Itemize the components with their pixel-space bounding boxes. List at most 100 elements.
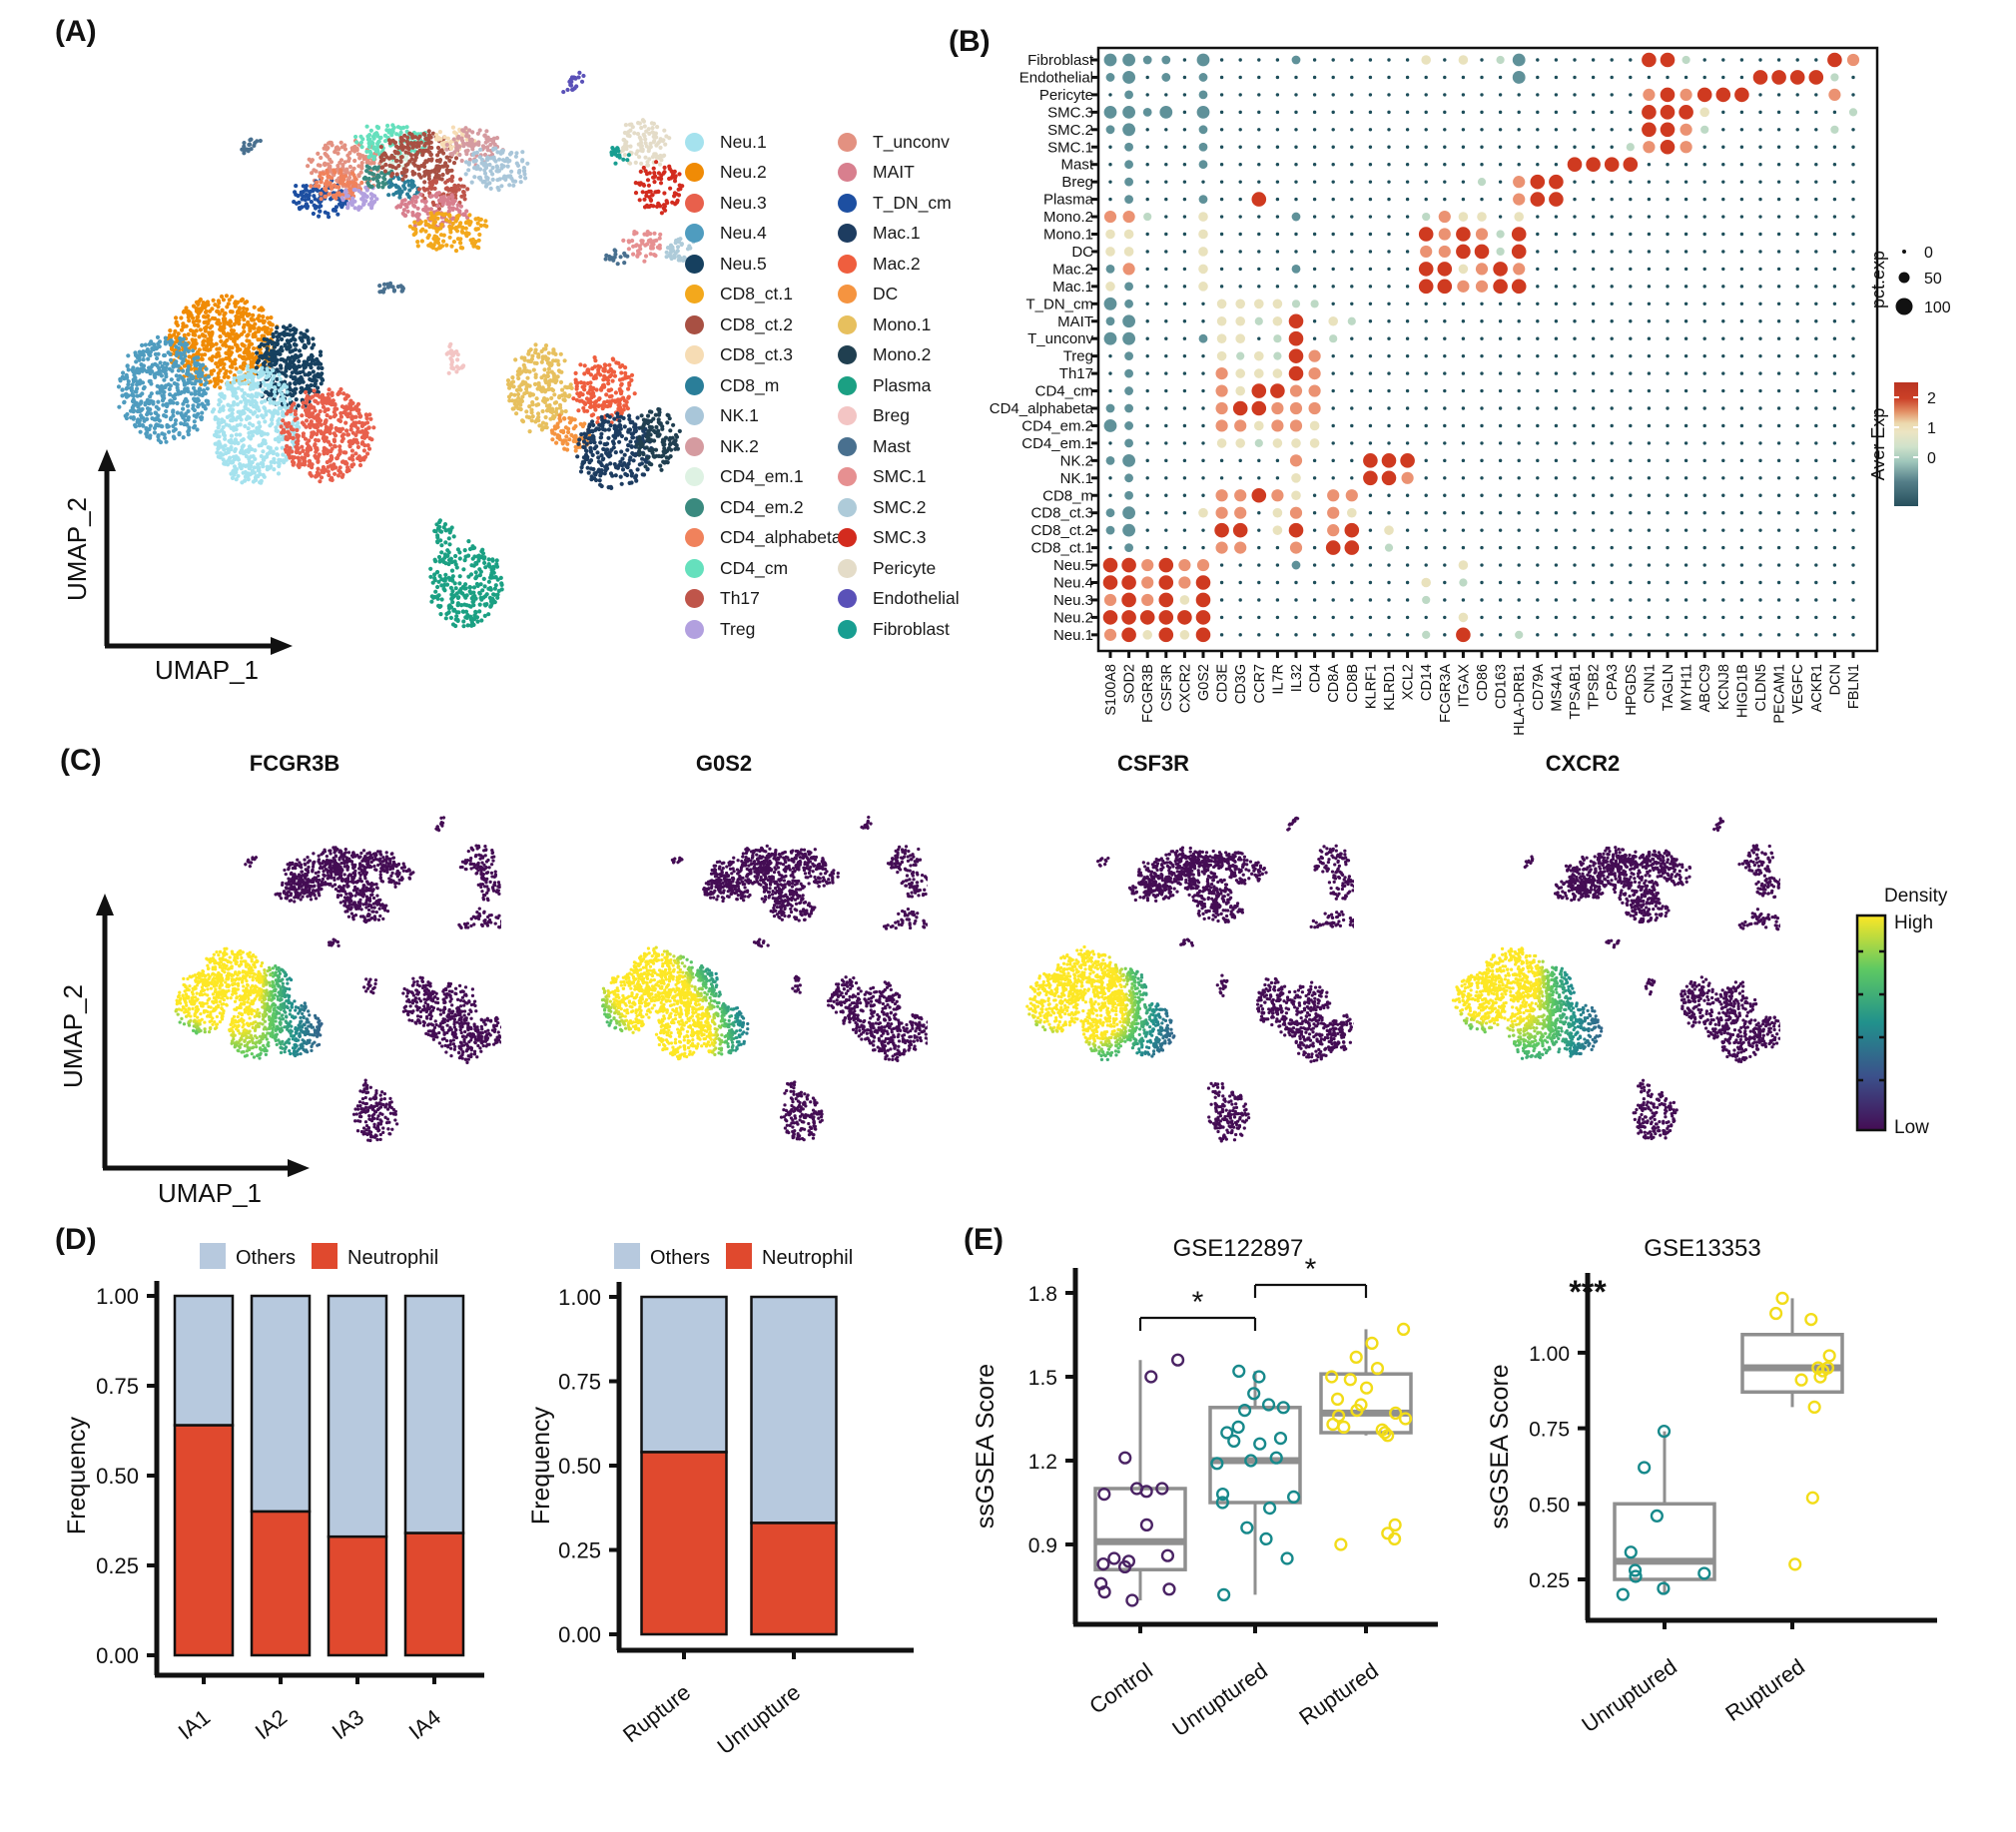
umap-cluster-CD4_alphabeta	[286, 873, 317, 895]
box-group-Ruptured	[1740, 1291, 1844, 1571]
umap-cluster-Breg	[362, 977, 378, 995]
dotplot-gene-label-DCN: DCN	[1827, 664, 1843, 695]
dotplot-gene-label-CLDN5: CLDN5	[1753, 664, 1769, 712]
umap-cluster-Plasma	[428, 539, 504, 629]
y-tick-label: 0.00	[558, 1622, 601, 1647]
umap-scatter-plot: UMAP_1 UMAP_2	[62, 70, 696, 685]
dotplot-row-label-Breg: Breg	[1061, 174, 1093, 191]
umap-cluster-NK.1	[803, 858, 840, 889]
legend-swatch-icon	[838, 467, 857, 487]
density-low-label: Low	[1894, 1117, 1929, 1138]
dotplot-gene-label-HIGD1B: HIGD1B	[1734, 664, 1750, 718]
umap-cluster-NK.1	[1655, 859, 1692, 887]
legend-label: Endothelial	[873, 588, 960, 609]
density-umap-fcgr3b	[174, 816, 501, 1143]
umap-cluster-Mast	[377, 281, 405, 295]
frequency-axis-label: Frequency	[527, 1406, 555, 1525]
dotplot-row-label-CD8_ct.2: CD8_ct.2	[1030, 522, 1093, 539]
dotplot-row-label-Mac.1: Mac.1	[1052, 279, 1093, 296]
umap-cluster-Mac.2	[1290, 980, 1332, 1025]
legend-item-Neu.5: Neu.5	[685, 249, 842, 280]
umap-cluster-Endothelial	[561, 70, 586, 95]
dotplot-row-label-Neu.5: Neu.5	[1053, 557, 1093, 574]
umap-cluster-Fibroblast	[1313, 861, 1327, 872]
umap-cluster-NK.1	[463, 146, 530, 193]
box-group-Unruptured	[1613, 1425, 1716, 1601]
umap-cluster-CD8_ct.2	[1602, 850, 1656, 885]
legend-item-CD8_ct.3: CD8_ct.3	[685, 340, 842, 371]
dotplot-row-label-CD4_alphabeta: CD4_alphabeta	[990, 400, 1094, 417]
legend-label-others: Others	[650, 1247, 710, 1269]
x-tick-label-Ruptured: Ruptured	[1720, 1654, 1808, 1726]
aver-exp-tick-2: 2	[1927, 390, 1936, 407]
umap-cluster-Mast	[882, 920, 902, 930]
dotplot-gene-label-ACKR1: ACKR1	[1809, 664, 1825, 712]
dotplot-row-label-T_DN_cm: T_DN_cm	[1025, 296, 1093, 312]
legend-item-Th17: Th17	[685, 584, 842, 615]
dotplot-size-legend: pct.exp 0 50 100	[1868, 245, 1951, 316]
ssgsea-axis-label: ssGSEA Score	[1486, 1364, 1514, 1528]
dotplot-gene-label-CSF3R: CSF3R	[1159, 664, 1175, 712]
dotplot-gene-label-IL7R: IL7R	[1270, 664, 1286, 695]
legend-item-Mast: Mast	[838, 431, 960, 462]
dotplot-row-label-CD4_cm: CD4_cm	[1035, 383, 1093, 400]
pct-exp-legend-title: pct.exp	[1868, 251, 1888, 308]
dotplot-gene-label-MS4A1: MS4A1	[1549, 664, 1565, 712]
legend-label: SMC.1	[873, 466, 927, 487]
density-title-cxcr2: CXCR2	[1545, 751, 1621, 776]
panel-a-label: (A)	[55, 15, 97, 48]
dotplot-row-label-NK.2: NK.2	[1060, 452, 1093, 469]
dotplot-row-label-Mono.2: Mono.2	[1043, 209, 1093, 226]
umap-cluster-Neu.1	[228, 986, 280, 1060]
umap-cluster-NK.2	[794, 848, 826, 873]
umap-cluster-Mast	[240, 137, 263, 156]
umap-cluster-NK.2	[1219, 851, 1253, 873]
legend-item-T_DN_cm: T_DN_cm	[838, 188, 960, 219]
umap-cluster-SMC.1	[469, 907, 493, 928]
legend-label: CD8_ct.2	[720, 313, 793, 334]
significance-star: *	[1305, 1253, 1317, 1286]
umap-cluster-CD4_cm	[312, 846, 356, 873]
x-tick-label-Unruptured: Unruptured	[1167, 1658, 1272, 1742]
legend-item-CD8_m: CD8_m	[685, 370, 842, 401]
dotplot-gene-label-KCNJ8: KCNJ8	[1716, 664, 1732, 710]
legend-item-NK.1: NK.1	[685, 401, 842, 432]
legend-item-Mono.2: Mono.2	[838, 340, 960, 371]
x-tick-label-Ruptured: Ruptured	[1294, 1658, 1382, 1730]
dotplot-row-label-Mast: Mast	[1060, 157, 1093, 174]
umap-cluster-SMC.2	[664, 237, 696, 263]
boxplot-title: GSE122897	[1173, 1235, 1304, 1262]
dotplot-gene-label-VEGFC: VEGFC	[1790, 664, 1806, 714]
dotplot-gene-label-IL32: IL32	[1289, 664, 1305, 692]
legend-label: CD8_ct.1	[720, 284, 793, 305]
aver-exp-colorbar	[1894, 382, 1918, 506]
legend-label: DC	[873, 284, 899, 305]
legend-item-Breg: Breg	[838, 401, 960, 432]
legend-item-Mono.1: Mono.1	[838, 309, 960, 340]
umap-cluster-Plasma	[779, 1090, 824, 1142]
umap-cluster-Plasma	[351, 1089, 399, 1143]
legend-swatch-icon	[685, 345, 704, 365]
dotplot-gene-label-TPSB2: TPSB2	[1587, 664, 1603, 710]
y-tick-label: 1.8	[1028, 1283, 1057, 1306]
aver-exp-tick-0: 0	[1927, 450, 1936, 467]
dotplot-row-label-SMC.1: SMC.1	[1047, 139, 1093, 156]
legend-swatch-icon	[685, 193, 704, 213]
umap-cluster-CD8_ct.1	[769, 898, 817, 922]
umap-cluster-SMC.1	[1750, 908, 1771, 929]
y-tick-label: 0.00	[96, 1643, 139, 1668]
legend-item-Neu.3: Neu.3	[685, 188, 842, 219]
umap-cluster-DC	[851, 1018, 877, 1041]
umap-cluster-Fibroblast	[458, 859, 473, 872]
umap-cluster-Neu.4	[1025, 971, 1082, 1033]
dotplot-gene-label-PECAM1: PECAM1	[1772, 664, 1788, 724]
umap-cluster-Neu.4	[1451, 970, 1508, 1034]
legend-swatch-icon	[685, 467, 704, 487]
dotplot-row-label-SMC.3: SMC.3	[1047, 104, 1093, 121]
umap-cluster-Mono.1	[826, 975, 865, 1025]
umap-cluster-Pericyte	[1317, 844, 1351, 875]
umap-cluster-Treg	[1584, 885, 1605, 900]
legend-label: CD4_em.2	[720, 496, 804, 517]
dotplot-gene-label-CD8B: CD8B	[1345, 664, 1361, 703]
y-tick-label: 0.50	[558, 1454, 601, 1479]
